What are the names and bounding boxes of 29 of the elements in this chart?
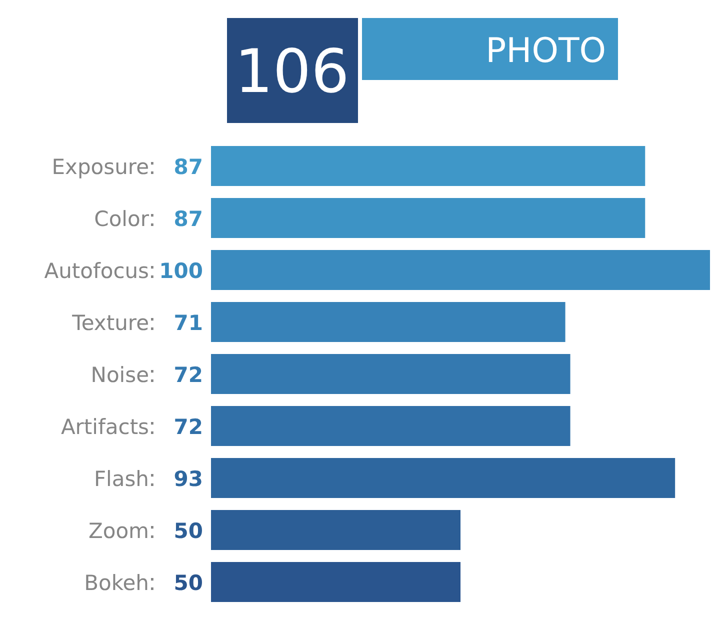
y-tick-label: Color — [94, 207, 150, 231]
y-tick-label: Exposure — [52, 155, 149, 179]
y-tick-label: Bokeh — [84, 571, 149, 595]
data-label: 50 — [174, 571, 203, 595]
bar — [211, 562, 460, 602]
data-label: 87 — [174, 207, 203, 231]
y-tick-label: Texture — [71, 311, 149, 335]
bar — [211, 510, 460, 550]
text: 106 — [234, 37, 350, 107]
bar — [211, 458, 676, 498]
y-tick-label: Noise — [90, 363, 149, 387]
bar — [211, 354, 570, 394]
y-tick-label: Flash — [94, 467, 149, 491]
data-label: 72 — [174, 415, 203, 439]
data-label: 93 — [174, 467, 203, 491]
bar — [211, 302, 566, 342]
data-label: 87 — [174, 155, 203, 179]
data-label: 100 — [159, 259, 203, 283]
bar — [211, 146, 646, 186]
y-tick-label: Artifacts — [60, 415, 149, 439]
bar — [211, 198, 646, 238]
chart-title: PHOTO — [486, 31, 606, 71]
data-label: 71 — [174, 311, 203, 335]
data-label: 72 — [174, 363, 203, 387]
y-tick-label: Autofocus — [44, 259, 149, 283]
bar — [211, 406, 570, 446]
bar — [211, 250, 710, 290]
y-tick-label: Zoom — [88, 519, 149, 543]
data-label: 50 — [174, 519, 203, 543]
